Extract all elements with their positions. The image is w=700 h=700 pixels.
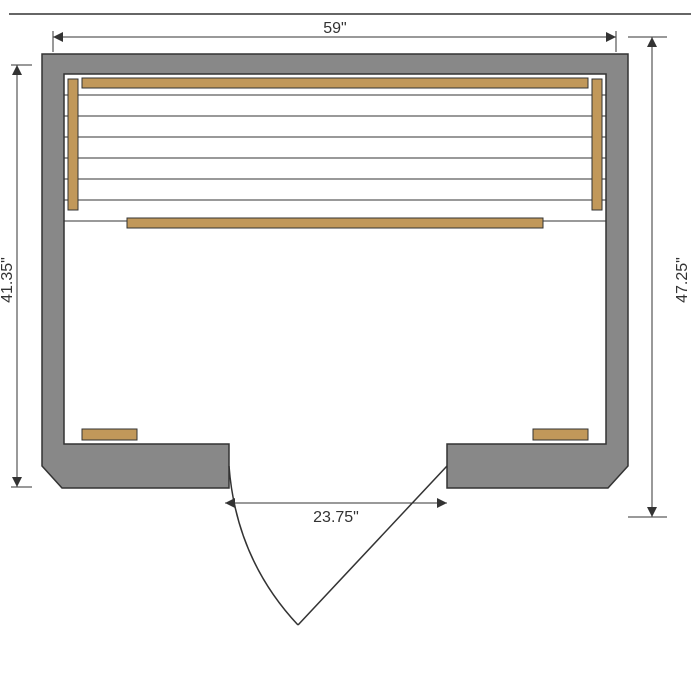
walls — [42, 54, 628, 488]
wood-left_vert — [68, 79, 78, 210]
door-leaf — [298, 466, 447, 625]
dim-left-text: 41.35" — [0, 257, 16, 303]
dim-left: 41.35" — [0, 65, 32, 487]
wood-bottom_right — [533, 429, 588, 440]
wood-front_bar — [127, 218, 543, 228]
dim-bottom-text: 23.75" — [313, 509, 359, 526]
dim-top-text: 59" — [323, 20, 346, 37]
wood-bottom_left — [82, 429, 137, 440]
dim-right-text: 47.25" — [674, 257, 691, 303]
wood-back_bar — [82, 78, 588, 88]
wood-right_vert — [592, 79, 602, 210]
dim-top: 59" — [53, 20, 616, 52]
door-arc — [229, 466, 298, 625]
dim-right: 47.25" — [646, 37, 691, 517]
